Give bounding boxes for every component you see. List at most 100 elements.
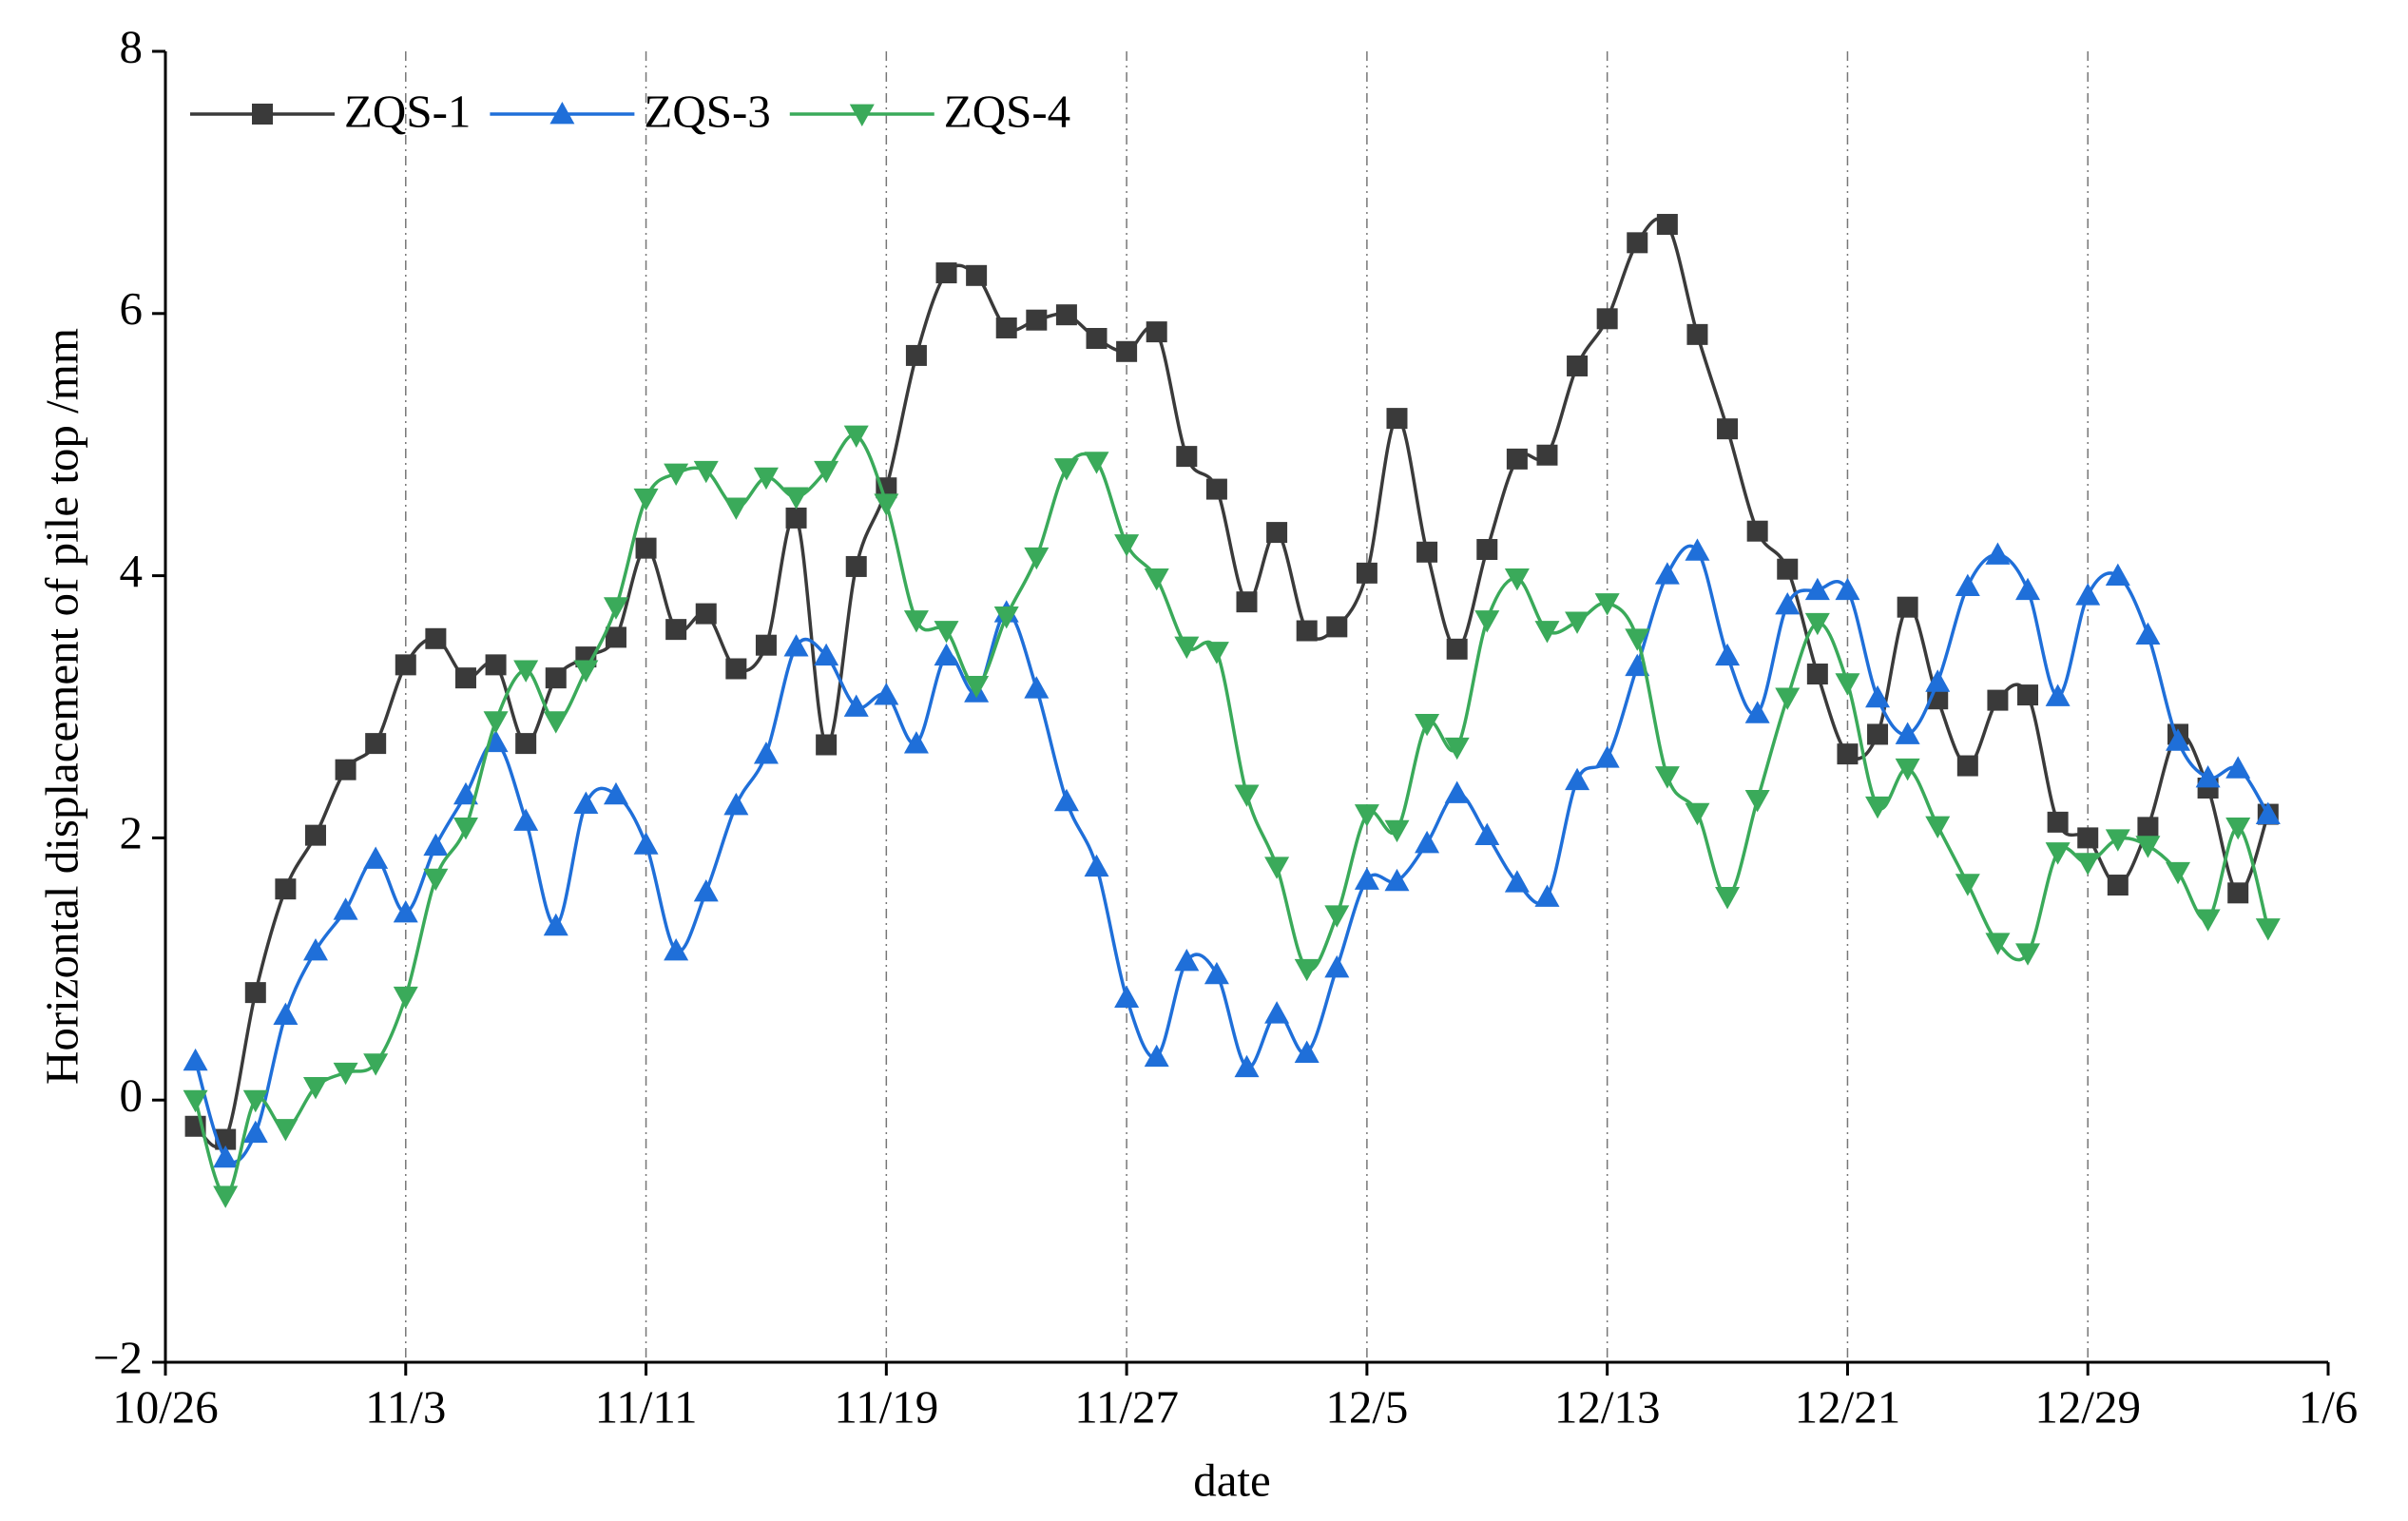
marker bbox=[1264, 1001, 1290, 1024]
marker bbox=[2255, 801, 2281, 824]
marker bbox=[2255, 918, 2281, 941]
marker bbox=[2015, 943, 2041, 966]
marker bbox=[1895, 722, 1920, 744]
marker bbox=[545, 667, 567, 689]
marker bbox=[1236, 591, 1258, 613]
marker bbox=[483, 711, 509, 734]
marker bbox=[2017, 684, 2039, 706]
marker bbox=[273, 1002, 299, 1025]
marker bbox=[1534, 621, 1560, 644]
marker bbox=[423, 868, 449, 892]
marker bbox=[1625, 628, 1650, 651]
marker bbox=[2166, 861, 2191, 885]
marker bbox=[543, 913, 568, 936]
marker bbox=[1144, 568, 1169, 591]
marker bbox=[1925, 669, 1951, 692]
marker bbox=[1053, 788, 1079, 812]
marker bbox=[814, 460, 839, 484]
marker bbox=[1744, 790, 1770, 813]
marker bbox=[693, 878, 719, 902]
marker bbox=[2075, 853, 2101, 876]
marker bbox=[785, 507, 807, 529]
marker bbox=[213, 1185, 239, 1208]
marker bbox=[1504, 568, 1530, 591]
x-tick-label: 12/5 bbox=[1325, 1380, 1408, 1433]
marker bbox=[1086, 328, 1108, 350]
marker bbox=[543, 711, 568, 734]
marker bbox=[513, 808, 539, 831]
marker bbox=[1867, 723, 1889, 745]
marker bbox=[1055, 304, 1077, 326]
marker bbox=[2105, 563, 2130, 586]
marker bbox=[664, 937, 689, 961]
marker bbox=[2045, 842, 2071, 865]
legend-label: ZQS-1 bbox=[344, 85, 471, 137]
x-tick-label: 11/3 bbox=[365, 1380, 446, 1433]
marker bbox=[1294, 958, 1320, 982]
marker bbox=[1174, 949, 1200, 972]
marker bbox=[2135, 836, 2161, 858]
marker bbox=[573, 660, 599, 683]
marker bbox=[1296, 620, 1318, 642]
marker bbox=[1955, 573, 1980, 597]
marker bbox=[816, 734, 838, 756]
marker bbox=[183, 1089, 208, 1113]
marker bbox=[1565, 611, 1590, 634]
marker bbox=[183, 1048, 208, 1071]
marker bbox=[515, 733, 537, 755]
marker bbox=[814, 643, 839, 666]
marker bbox=[843, 694, 869, 717]
marker bbox=[1777, 558, 1799, 580]
y-axis-label: Horizontal displacement of pile top /mm bbox=[35, 328, 87, 1085]
marker bbox=[1354, 867, 1379, 890]
marker bbox=[425, 627, 447, 649]
marker bbox=[1416, 541, 1438, 563]
marker bbox=[1567, 355, 1589, 376]
marker bbox=[1234, 784, 1260, 807]
marker bbox=[2077, 827, 2099, 849]
y-tick-label: 0 bbox=[120, 1069, 144, 1121]
marker bbox=[849, 104, 875, 126]
marker bbox=[1174, 636, 1200, 660]
marker bbox=[934, 621, 959, 644]
marker bbox=[1685, 802, 1710, 826]
marker bbox=[252, 104, 273, 125]
marker bbox=[1594, 745, 1620, 768]
marker bbox=[1565, 767, 1590, 791]
marker bbox=[1804, 612, 1830, 636]
marker bbox=[1415, 830, 1440, 854]
marker bbox=[1266, 522, 1288, 544]
marker bbox=[1446, 638, 1468, 660]
marker bbox=[1146, 321, 1167, 343]
marker bbox=[393, 900, 418, 923]
marker bbox=[242, 1120, 268, 1144]
marker bbox=[1386, 408, 1408, 430]
marker bbox=[1955, 874, 1980, 896]
marker bbox=[1356, 562, 1377, 584]
marker bbox=[635, 537, 657, 559]
marker bbox=[1294, 1040, 1320, 1063]
marker bbox=[603, 597, 628, 620]
marker bbox=[1476, 539, 1498, 561]
marker bbox=[2047, 811, 2069, 833]
x-tick-label: 11/19 bbox=[834, 1380, 938, 1433]
marker bbox=[1594, 593, 1620, 616]
marker bbox=[1987, 689, 2009, 711]
marker bbox=[874, 683, 899, 705]
marker bbox=[1504, 870, 1530, 893]
marker bbox=[549, 102, 575, 125]
marker bbox=[363, 1053, 389, 1076]
marker bbox=[903, 731, 929, 754]
marker bbox=[693, 460, 719, 484]
marker bbox=[2075, 583, 2101, 606]
marker bbox=[1444, 780, 1470, 803]
marker bbox=[1746, 520, 1768, 542]
marker bbox=[1895, 758, 1920, 781]
marker bbox=[1627, 232, 1648, 254]
marker bbox=[1804, 577, 1830, 601]
marker bbox=[453, 781, 478, 805]
marker bbox=[1715, 643, 1741, 666]
marker bbox=[753, 467, 779, 491]
marker bbox=[1444, 737, 1470, 760]
marker bbox=[1837, 743, 1859, 765]
